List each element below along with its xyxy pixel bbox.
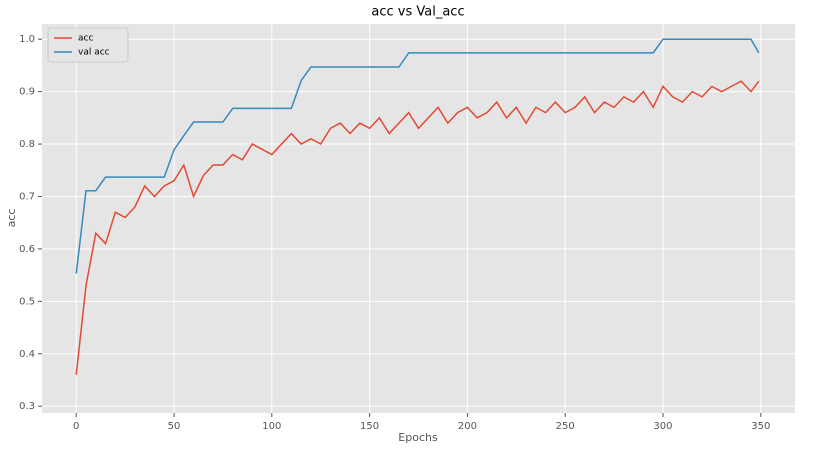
x-tick-label: 0 xyxy=(73,421,79,432)
series-line xyxy=(75,38,760,274)
x-tick-label: 350 xyxy=(751,421,770,432)
y-tick-label: 1.0 xyxy=(19,34,35,45)
y-tick-label: 0.3 xyxy=(19,401,35,412)
x-tick-label: 250 xyxy=(556,421,575,432)
y-axis-label: acc xyxy=(5,209,18,228)
y-tick-label: 0.5 xyxy=(19,296,35,307)
plot-area xyxy=(42,24,795,413)
x-tick-label: 300 xyxy=(653,421,672,432)
legend-label: val acc xyxy=(78,48,110,58)
series-line xyxy=(75,80,760,375)
y-tick-label: 0.6 xyxy=(19,244,35,255)
x-tick-label: 150 xyxy=(360,421,379,432)
x-tick-label: 50 xyxy=(168,421,181,432)
y-tick-label: 0.9 xyxy=(19,87,35,98)
legend-label: acc xyxy=(78,34,93,44)
legend-box xyxy=(47,27,129,63)
x-axis-label: Epochs xyxy=(398,431,438,444)
chart-title: acc vs Val_acc xyxy=(371,5,464,20)
y-tick-label: 0.8 xyxy=(19,139,35,150)
x-tick-label: 100 xyxy=(262,421,281,432)
x-tick-label: 200 xyxy=(458,421,477,432)
y-tick-label: 0.7 xyxy=(19,191,35,202)
y-tick-label: 0.4 xyxy=(19,349,35,360)
